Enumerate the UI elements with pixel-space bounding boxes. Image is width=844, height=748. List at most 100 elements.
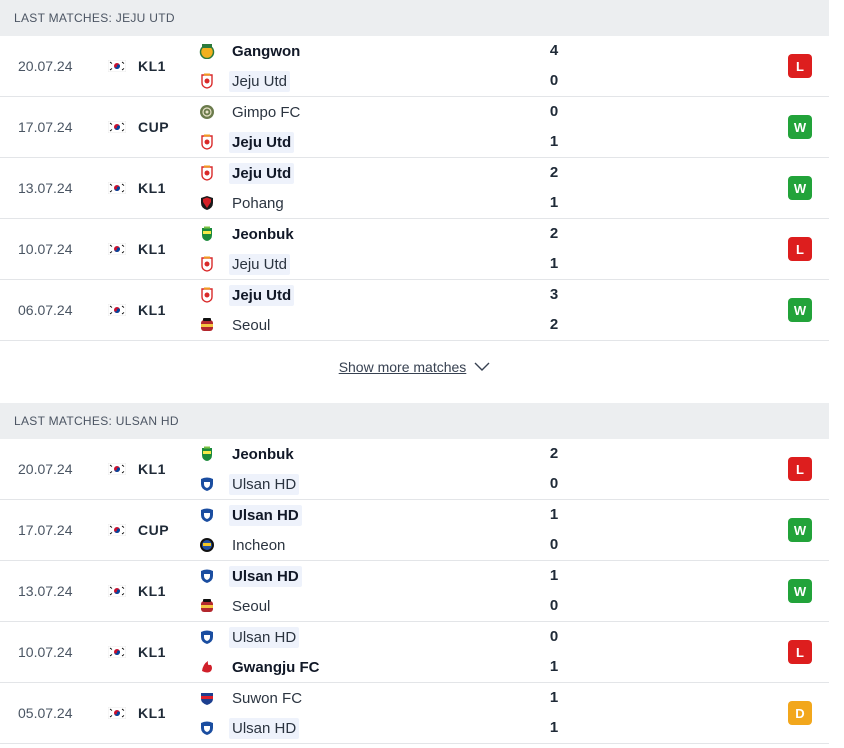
team-name: Ulsan HD — [229, 473, 300, 495]
flag-icon — [108, 463, 126, 475]
suwon-logo-icon — [201, 693, 213, 705]
match-date: 13.07.24 — [18, 583, 73, 599]
jeju-logo-icon — [201, 256, 213, 272]
match-row[interactable]: 13.07.24 KL1 Jeju Utd 2 Pohang 1 W — [0, 158, 829, 219]
jeju-logo-icon — [201, 287, 213, 303]
flag-icon — [108, 646, 126, 658]
team-name: Ulsan HD — [229, 504, 302, 526]
show-more-button[interactable]: Show more matches — [0, 341, 829, 393]
team-name: Jeju Utd — [229, 131, 295, 153]
competition-label: KL1 — [138, 705, 166, 721]
ulsan-logo-icon — [201, 477, 213, 491]
home-score: 0 — [549, 628, 559, 645]
home-score: 4 — [549, 42, 559, 59]
home-score: 2 — [549, 164, 559, 181]
away-score: 2 — [549, 316, 559, 333]
match-date: 20.07.24 — [18, 461, 73, 477]
team-name: Ulsan HD — [229, 717, 300, 739]
incheon-logo-icon — [200, 538, 214, 552]
jeonbuk-logo-icon — [202, 226, 212, 241]
team-name: Jeju Utd — [229, 70, 291, 92]
competition-label: CUP — [138, 119, 170, 135]
flag-icon — [108, 707, 126, 719]
team-name: Gwangju FC — [232, 658, 320, 676]
seoul-logo-icon — [201, 599, 213, 612]
away-team: Jeju Utd — [199, 253, 291, 275]
result-badge: W — [788, 579, 812, 603]
home-team: Ulsan HD — [199, 504, 302, 526]
away-score: 0 — [549, 72, 559, 89]
home-score: 3 — [549, 286, 559, 303]
team-name: Ulsan HD — [229, 626, 300, 648]
away-score: 1 — [549, 658, 559, 675]
away-score: 1 — [549, 133, 559, 150]
away-score: 0 — [549, 475, 559, 492]
gangwon-logo-icon — [199, 44, 215, 59]
ulsan-logo-icon — [201, 721, 213, 735]
match-row[interactable]: 17.07.24 CUP Ulsan HD 1 Incheon 0 W — [0, 500, 829, 561]
flag-icon — [108, 182, 126, 194]
match-date: 06.07.24 — [18, 302, 73, 318]
team-name: Gangwon — [232, 42, 301, 60]
result-badge: W — [788, 176, 812, 200]
jeju-logo-icon — [201, 165, 213, 181]
result-badge: L — [788, 54, 812, 78]
away-score: 1 — [549, 255, 559, 272]
match-list: 20.07.24 KL1 Jeonbuk 2 Ulsan HD 0 L 17.07.24 CUP… — [0, 439, 829, 744]
home-team: Jeonbuk — [199, 223, 297, 245]
team-name: Suwon FC — [232, 689, 303, 707]
home-team: Gangwon — [199, 40, 303, 62]
flag-icon — [108, 121, 126, 133]
match-date: 05.07.24 — [18, 705, 73, 721]
result-badge: W — [788, 518, 812, 542]
home-team: Jeju Utd — [199, 284, 295, 306]
gimpo-logo-icon — [200, 105, 214, 119]
away-team: Pohang — [199, 192, 287, 214]
home-team: Gimpo FC — [199, 101, 303, 123]
flag-icon — [108, 585, 126, 597]
competition-label: KL1 — [138, 302, 166, 318]
jeonbuk-logo-icon — [202, 446, 212, 461]
team-name: Seoul — [232, 597, 271, 615]
match-date: 17.07.24 — [18, 119, 73, 135]
match-row[interactable]: 10.07.24 KL1 Jeonbuk 2 Jeju Utd 1 L — [0, 219, 829, 280]
competition-label: KL1 — [138, 644, 166, 660]
ulsan-logo-icon — [201, 630, 213, 644]
away-score: 0 — [549, 536, 559, 553]
team-name: Jeju Utd — [229, 284, 295, 306]
match-row[interactable]: 17.07.24 CUP Gimpo FC 0 Jeju Utd 1 W — [0, 97, 829, 158]
competition-label: KL1 — [138, 180, 166, 196]
match-row[interactable]: 06.07.24 KL1 Jeju Utd 3 Seoul 2 W — [0, 280, 829, 341]
jeju-logo-icon — [201, 73, 213, 89]
jeju-logo-icon — [201, 134, 213, 150]
flag-icon — [108, 304, 126, 316]
team-name: Gimpo FC — [232, 103, 301, 121]
competition-label: CUP — [138, 522, 170, 538]
ulsan-logo-icon — [201, 569, 213, 583]
match-row[interactable]: 13.07.24 KL1 Ulsan HD 1 Seoul 0 W — [0, 561, 829, 622]
match-row[interactable]: 05.07.24 KL1 Suwon FC 1 Ulsan HD 1 D — [0, 683, 829, 744]
match-row[interactable]: 10.07.24 KL1 Ulsan HD 0 Gwangju FC 1 L — [0, 622, 829, 683]
match-row[interactable]: 20.07.24 KL1 Jeonbuk 2 Ulsan HD 0 L — [0, 439, 829, 500]
match-row[interactable]: 20.07.24 KL1 Gangwon 4 Jeju Utd 0 L — [0, 36, 829, 97]
result-badge: L — [788, 237, 812, 261]
matches-panel: LAST MATCHES: JEJU UTD 20.07.24 KL1 Gangwo… — [0, 0, 829, 744]
section-header: LAST MATCHES: JEJU UTD — [0, 0, 829, 36]
result-badge: D — [788, 701, 812, 725]
match-date: 13.07.24 — [18, 180, 73, 196]
home-team: Suwon FC — [199, 687, 305, 709]
team-name: Seoul — [232, 316, 271, 334]
flag-icon — [108, 524, 126, 536]
section-ulsan: LAST MATCHES: ULSAN HD 20.07.24 KL1 Jeonbu… — [0, 403, 829, 744]
home-score: 1 — [549, 506, 559, 523]
seoul-logo-icon — [201, 318, 213, 331]
home-score: 0 — [549, 103, 559, 120]
away-team: Seoul — [199, 595, 273, 617]
team-name: Pohang — [232, 194, 284, 212]
team-name: Jeonbuk — [232, 225, 294, 243]
home-score: 1 — [549, 689, 559, 706]
away-score: 1 — [549, 194, 559, 211]
home-team: Ulsan HD — [199, 626, 300, 648]
show-more-label: Show more matches — [338, 359, 467, 375]
match-list: 20.07.24 KL1 Gangwon 4 Jeju Utd 0 L 17.07.24 CUP… — [0, 36, 829, 341]
